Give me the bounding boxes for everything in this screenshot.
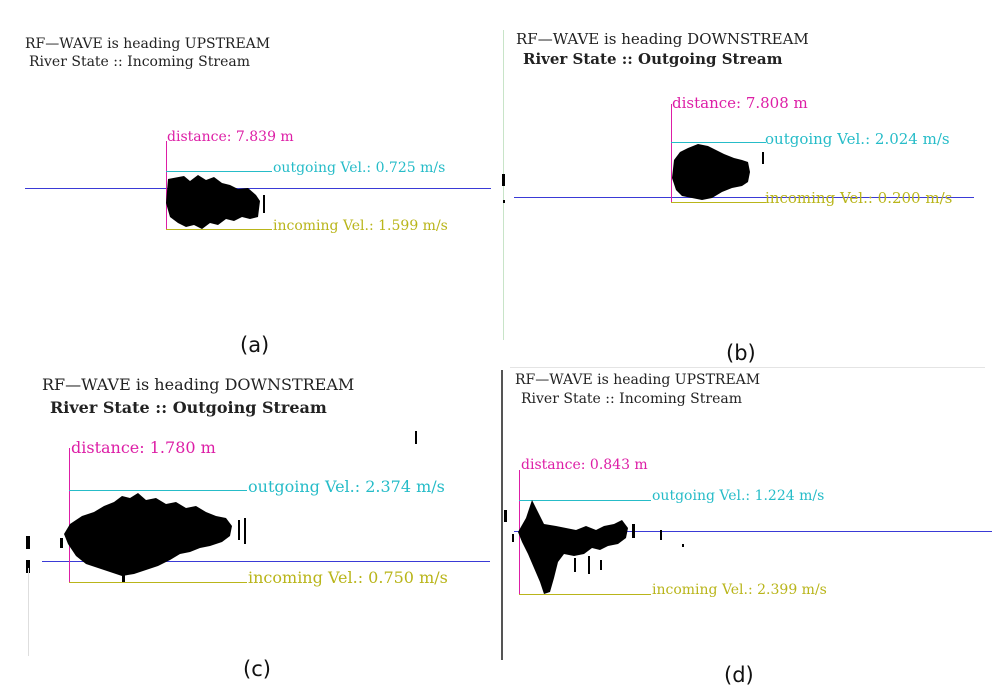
panel-a-distance-label: distance: 7.839 m xyxy=(167,129,294,145)
panel-a-distance-marker xyxy=(166,141,167,229)
panel-c-caption: (c) xyxy=(243,657,271,681)
panel-c-distance-label: distance: 1.780 m xyxy=(71,438,216,457)
panel-b-incoming-label: incoming Vel.: 0.200 m/s xyxy=(765,189,953,207)
panel-c-title: RF—WAVE is heading DOWNSTREAM xyxy=(42,375,355,394)
panel-a-incoming-label: incoming Vel.: 1.599 m/s xyxy=(273,218,448,234)
divider-horizontal xyxy=(510,367,985,368)
panel-d-title: RF—WAVE is heading UPSTREAM xyxy=(515,372,761,388)
panel-c-subtitle: River State :: Outgoing Stream xyxy=(50,398,327,417)
divider-tick-mark xyxy=(502,174,506,204)
panel-b-distance-label: distance: 7.808 m xyxy=(672,94,808,112)
panel-c-outgoing-line xyxy=(69,490,247,491)
panel-a-caption: (a) xyxy=(240,333,270,357)
panel-d-rf-waveform xyxy=(504,498,694,598)
panel-d: RF—WAVE is heading UPSTREAM River State … xyxy=(504,368,1006,687)
panel-a: RF—WAVE is heading UPSTREAM River State … xyxy=(0,0,500,360)
divider-vertical-bottom xyxy=(501,370,503,660)
panel-d-outgoing-line xyxy=(519,500,651,501)
panel-c-stray-mark xyxy=(415,431,418,445)
panel-a-outgoing-line xyxy=(166,171,272,172)
panel-d-caption: (d) xyxy=(724,663,754,687)
panel-a-rf-waveform xyxy=(166,173,270,231)
panel-c-left-border xyxy=(28,568,29,656)
panel-d-incoming-label: incoming Vel.: 2.399 m/s xyxy=(652,582,827,598)
panel-b-outgoing-line xyxy=(671,142,766,143)
panel-d-outgoing-label: outgoing Vel.: 1.224 m/s xyxy=(652,488,825,504)
panel-a-incoming-line xyxy=(166,229,272,230)
panel-d-subtitle: River State :: Incoming Stream xyxy=(521,391,742,407)
panel-d-axis-line xyxy=(514,531,992,532)
panel-c-axis-line xyxy=(42,561,490,562)
panel-b-incoming-line xyxy=(671,202,766,203)
panel-b-axis-line xyxy=(514,197,974,198)
panel-b: RF—WAVE is heading DOWNSTREAM River Stat… xyxy=(504,0,1006,365)
panel-d-incoming-line xyxy=(519,594,651,595)
panel-b-distance-marker xyxy=(671,104,672,203)
panel-c-incoming-line xyxy=(69,582,247,583)
panel-a-axis-line xyxy=(25,188,491,189)
panel-a-outgoing-label: outgoing Vel.: 0.725 m/s xyxy=(273,160,446,176)
panel-c-rf-waveform xyxy=(60,490,250,585)
panel-c-edge-marks xyxy=(26,536,32,576)
panel-b-title: RF—WAVE is heading DOWNSTREAM xyxy=(516,30,809,48)
panel-b-subtitle: River State :: Outgoing Stream xyxy=(523,50,783,68)
panel-a-subtitle: River State :: Incoming Stream xyxy=(29,54,250,70)
panel-c-distance-marker xyxy=(69,448,70,582)
panel-d-distance-label: distance: 0.843 m xyxy=(521,457,648,473)
panel-b-caption: (b) xyxy=(726,341,756,365)
panel-a-title: RF—WAVE is heading UPSTREAM xyxy=(25,36,271,52)
panel-c-outgoing-label: outgoing Vel.: 2.374 m/s xyxy=(248,477,445,496)
panel-b-outgoing-label: outgoing Vel.: 2.024 m/s xyxy=(765,130,950,148)
panel-c: RF—WAVE is heading DOWNSTREAM River Stat… xyxy=(0,368,500,684)
panel-b-rf-waveform xyxy=(672,142,772,204)
panel-c-incoming-label: incoming Vel.: 0.750 m/s xyxy=(248,568,448,587)
